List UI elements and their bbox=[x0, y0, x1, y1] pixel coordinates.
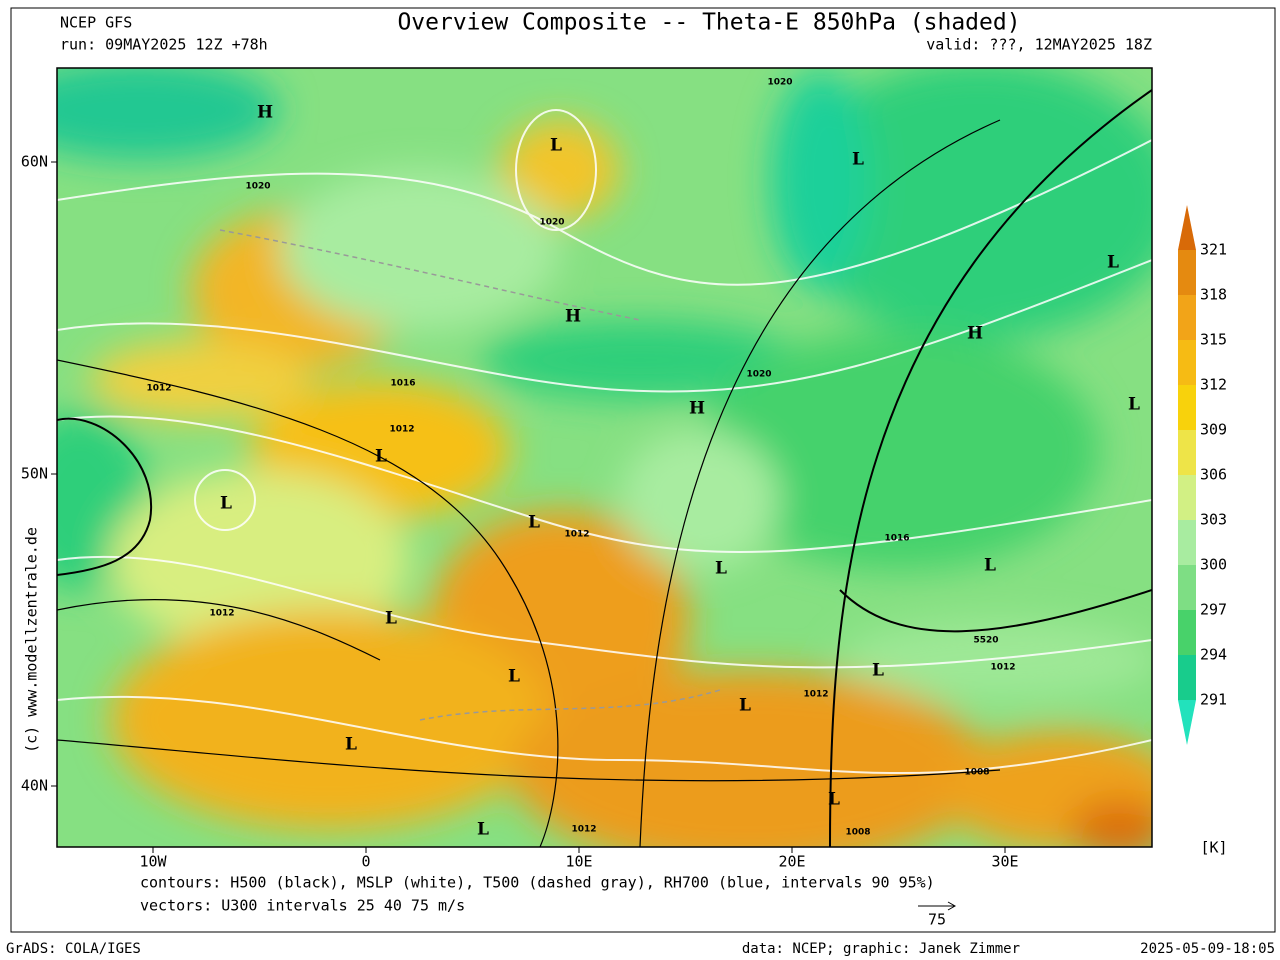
lon-label: 10E bbox=[565, 853, 592, 871]
colorbar-label: 306 bbox=[1200, 466, 1227, 484]
model: NCEP GFS bbox=[60, 14, 132, 32]
lon-label: 0 bbox=[361, 853, 370, 871]
title: Overview Composite -- Theta-E 850hPa (sh… bbox=[397, 10, 1020, 36]
pressure-center: L bbox=[508, 667, 520, 687]
colorbar-box bbox=[1178, 520, 1196, 565]
valid: valid: ???, 12MAY2025 18Z bbox=[926, 36, 1152, 54]
lon-label: 10W bbox=[139, 853, 167, 871]
colorbar-label: 300 bbox=[1200, 556, 1227, 574]
colorbar-label: 309 bbox=[1200, 421, 1227, 439]
map-field bbox=[57, 68, 1152, 847]
contour-label: 1020 bbox=[767, 78, 792, 88]
pressure-center: L bbox=[872, 661, 884, 681]
pressure-center: L bbox=[715, 559, 727, 579]
pressure-center: L bbox=[852, 150, 864, 170]
lat-label: 60N bbox=[21, 153, 48, 171]
contour-label: 1012 bbox=[803, 690, 828, 700]
lon-label: 20E bbox=[778, 853, 805, 871]
colorbar-box bbox=[1178, 295, 1196, 340]
colorbar-label: 312 bbox=[1200, 376, 1227, 394]
pressure-center: L bbox=[477, 820, 489, 840]
contour-label: 1020 bbox=[746, 370, 771, 380]
pressure-center: L bbox=[550, 136, 562, 156]
pressure-center: L bbox=[828, 790, 840, 810]
colorbar-box bbox=[1178, 475, 1196, 520]
colorbar-label: 318 bbox=[1200, 286, 1227, 304]
contours-legend: contours: H500 (black), MSLP (white), T5… bbox=[140, 874, 935, 892]
pressure-center: H bbox=[565, 307, 581, 327]
contour-label: 1012 bbox=[209, 609, 234, 619]
vector-scale: 75 bbox=[928, 911, 946, 929]
vectors-legend: vectors: U300 intervals 25 40 75 m/s bbox=[140, 897, 465, 915]
run: run: 09MAY2025 12Z +78h bbox=[60, 36, 268, 54]
pressure-center: L bbox=[345, 735, 357, 755]
contour-label: 1016 bbox=[390, 379, 415, 389]
colorbar-cap bbox=[1178, 700, 1196, 745]
lat-label: 50N bbox=[21, 465, 48, 483]
colorbar-box bbox=[1178, 655, 1196, 700]
pressure-center: L bbox=[984, 556, 996, 576]
contour-label: 1012 bbox=[146, 384, 171, 394]
h500-contours bbox=[57, 89, 1152, 847]
map-frame bbox=[56, 67, 1153, 848]
pressure-center: L bbox=[739, 696, 751, 716]
vector-scale-head bbox=[947, 901, 957, 911]
pressure-center: H bbox=[967, 324, 983, 344]
credits: data: NCEP; graphic: Janek Zimmer bbox=[742, 941, 1020, 957]
colorbar-box bbox=[1178, 250, 1196, 295]
colorbar-unit: [K] bbox=[1200, 839, 1227, 857]
contour-label: 1012 bbox=[564, 530, 589, 540]
outer-frame bbox=[10, 7, 1276, 933]
colorbar-box bbox=[1178, 565, 1196, 610]
colorbar-label: 321 bbox=[1200, 241, 1227, 259]
software: GrADS: COLA/IGES bbox=[6, 941, 141, 957]
pressure-center: L bbox=[1128, 395, 1140, 415]
colorbar-label: 294 bbox=[1200, 646, 1227, 664]
pressure-center: L bbox=[1107, 253, 1119, 273]
pressure-center: L bbox=[528, 513, 540, 533]
contour-label: 1012 bbox=[990, 663, 1015, 673]
contour-label: 1008 bbox=[845, 828, 870, 838]
contour-label: 1020 bbox=[539, 218, 564, 228]
colorbar-label: 291 bbox=[1200, 691, 1227, 709]
lon-label: 30E bbox=[991, 853, 1018, 871]
contour-label: 1016 bbox=[884, 534, 909, 544]
contour-label: 1008 bbox=[964, 768, 989, 778]
pressure-center: L bbox=[375, 447, 387, 467]
contour-label: 1012 bbox=[389, 425, 414, 435]
colorbar-box bbox=[1178, 430, 1196, 475]
pressure-center: L bbox=[220, 494, 232, 514]
colorbar-cap bbox=[1178, 205, 1196, 250]
colorbar-box bbox=[1178, 610, 1196, 655]
colorbar-label: 297 bbox=[1200, 601, 1227, 619]
colorbar-label: 303 bbox=[1200, 511, 1227, 529]
contour-label: 1020 bbox=[245, 182, 270, 192]
colorbar-box bbox=[1178, 385, 1196, 430]
timestamp: 2025-05-09-18:05 bbox=[1140, 941, 1275, 957]
pressure-center: H bbox=[257, 103, 273, 123]
mslp-contours bbox=[57, 109, 1152, 775]
pressure-center: H bbox=[689, 399, 705, 419]
colorbar-label: 315 bbox=[1200, 331, 1227, 349]
pressure-center: L bbox=[385, 609, 397, 629]
contour-label: 1012 bbox=[571, 825, 596, 835]
contour-label: 5520 bbox=[973, 636, 998, 646]
t500-contours bbox=[219, 229, 721, 721]
watermark: (c) www.modellzentrale.de bbox=[23, 527, 41, 753]
lat-label: 40N bbox=[21, 777, 48, 795]
colorbar-box bbox=[1178, 340, 1196, 385]
